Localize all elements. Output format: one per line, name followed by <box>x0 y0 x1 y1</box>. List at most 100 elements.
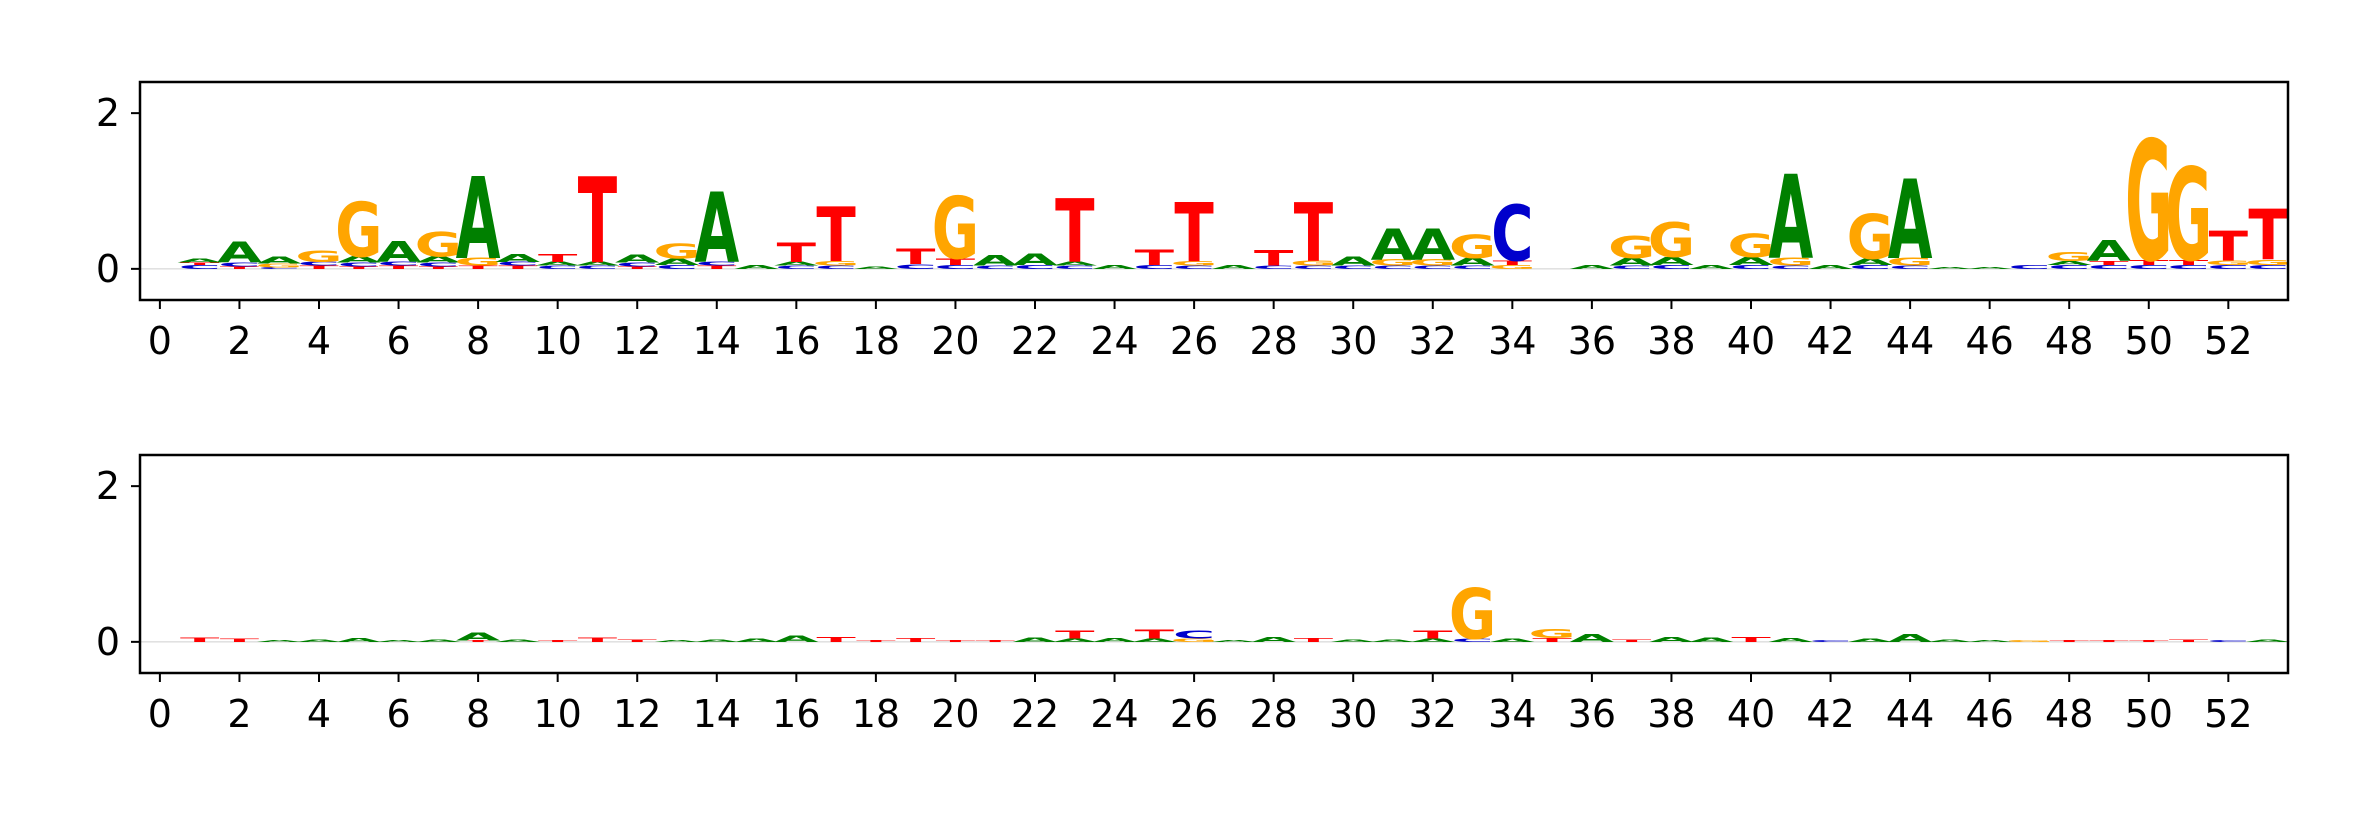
x-tick-label: 34 <box>1488 692 1536 736</box>
x-tick-label: 32 <box>1409 692 1457 736</box>
logo-letter-C-pos-41: C <box>1770 265 1812 270</box>
logo-letter-A-pos-6: A <box>376 640 421 643</box>
x-tick-label: 32 <box>1409 319 1457 363</box>
logo-letter-C-pos-4: C <box>298 261 340 267</box>
logo-letter-T-pos-5: T <box>339 266 379 270</box>
logo-letter-C-pos-19: C <box>894 263 936 270</box>
x-tick-label: 4 <box>307 319 331 363</box>
logo-letter-C-pos-28: C <box>1252 265 1294 270</box>
logo-letter-G-pos-20: G <box>932 180 979 280</box>
x-tick-label: 20 <box>931 692 979 736</box>
x-tick-label: 22 <box>1011 319 1059 363</box>
logo-letter-T-pos-12: T <box>618 266 658 270</box>
logo-letter-C-pos-50: C <box>2128 264 2170 270</box>
x-tick-label: 44 <box>1886 319 1934 363</box>
logo-letter-G-pos-7: G <box>415 225 462 265</box>
logo-letter-G-pos-31: G <box>1369 258 1416 268</box>
logo-letter-G-pos-5: G <box>335 187 382 274</box>
logo-letter-T-pos-48: T <box>2050 640 2090 643</box>
x-tick-label: 10 <box>533 692 581 736</box>
logo-letter-A-pos-45: A <box>1928 639 1973 643</box>
x-tick-label: 42 <box>1806 319 1854 363</box>
logo-letter-T-pos-19: T <box>896 637 935 643</box>
logo-letter-T-pos-50: T <box>2129 258 2168 267</box>
logo-letter-A-pos-41: A <box>1768 637 1813 643</box>
logo-letter-A-pos-9: A <box>496 252 541 265</box>
x-tick-label: 18 <box>852 692 900 736</box>
logo-letter-G-pos-3: G <box>256 262 303 268</box>
logo-letter-A-pos-33: A <box>1450 256 1495 269</box>
logo-letter-A-pos-22: A <box>1013 636 1058 643</box>
logo-letter-A-pos-5: A <box>336 637 381 643</box>
x-tick-label: 30 <box>1329 692 1377 736</box>
logo-letter-C-pos-17: C <box>815 265 857 270</box>
logo-letter-A-pos-7: A <box>416 639 461 643</box>
logo-letter-T-pos-23: T <box>1055 182 1095 283</box>
logo-letter-A-pos-3: A <box>257 255 302 266</box>
logo-letter-A-pos-13: A <box>655 257 700 267</box>
logo-letter-C-pos-37: C <box>1610 265 1652 270</box>
x-tick-label: 2 <box>227 319 251 363</box>
logo-letter-A-pos-5: A <box>336 255 381 265</box>
logo-letter-T-pos-1: T <box>180 262 220 266</box>
logo-letter-T-pos-49: T <box>2089 260 2128 266</box>
logo-letter-A-pos-36: A <box>1570 632 1615 645</box>
logo-letter-A-pos-24: A <box>1092 637 1137 643</box>
logo-letter-C-pos-22: C <box>1014 264 1056 270</box>
logo-letter-G-pos-33: G <box>1449 576 1496 656</box>
logo-letter-G-pos-41: G <box>1767 256 1814 269</box>
logo-letter-T-pos-11: T <box>578 636 617 643</box>
logo-letter-T-pos-40: T <box>1731 635 1770 644</box>
y-tick-label: 0 <box>96 620 120 664</box>
x-tick-label: 8 <box>466 319 490 363</box>
logo-letter-A-pos-40: A <box>1729 255 1774 268</box>
y-tick-label: 2 <box>96 91 120 135</box>
x-tick-label: 14 <box>693 319 741 363</box>
logo-letter-C-pos-38: C <box>1650 264 1692 270</box>
logo-letter-A-pos-32: A <box>1410 220 1455 270</box>
logo-letter-C-pos-20: C <box>934 264 976 270</box>
x-tick-label: 40 <box>1727 319 1775 363</box>
logo-letter-A-pos-49: A <box>2087 235 2133 268</box>
logo-letter-G-pos-48: G <box>2046 249 2093 264</box>
x-tick-label: 16 <box>772 319 820 363</box>
logo-letter-G-pos-32: G <box>1409 258 1456 268</box>
x-tick-label: 36 <box>1568 319 1616 363</box>
logo-letter-T-pos-49: T <box>2089 640 2129 643</box>
x-tick-label: 26 <box>1170 319 1218 363</box>
logo-letter-A-pos-21: A <box>973 253 1018 269</box>
logo-letter-C-pos-7: C <box>417 262 459 268</box>
logo-letter-C-pos-44: C <box>1889 265 1931 270</box>
logo-letter-T-pos-37: T <box>1612 639 1652 643</box>
logo-letter-T-pos-28: T <box>1254 247 1294 272</box>
logo-letter-T-pos-2: T <box>220 266 260 270</box>
logo-letter-T-pos-26: T <box>1174 186 1213 280</box>
logo-letter-T-pos-18: T <box>856 640 896 643</box>
y-tick-label: 0 <box>96 247 120 291</box>
logo-letter-A-pos-9: A <box>496 639 541 643</box>
logo-letter-G-pos-29: G <box>1290 259 1337 268</box>
x-tick-label: 24 <box>1090 319 1138 363</box>
logo-letter-T-pos-6: T <box>379 265 418 270</box>
logo-letter-A-pos-4: A <box>297 639 342 643</box>
logo-letter-A-pos-1: A <box>177 258 222 264</box>
logo-letter-A-pos-22: A <box>1013 250 1058 269</box>
x-tick-label: 10 <box>533 319 581 363</box>
x-tick-label: 24 <box>1090 692 1138 736</box>
logo-letter-C-pos-51: C <box>2167 264 2209 270</box>
logo-letter-C-pos-40: C <box>1730 264 1772 270</box>
x-tick-label: 52 <box>2204 692 2252 736</box>
logo-letter-C-pos-12: C <box>616 262 658 268</box>
logo-letter-C-pos-10: C <box>536 265 578 270</box>
logo-letter-A-pos-6: A <box>376 235 422 268</box>
logo-letter-A-pos-36: A <box>1570 264 1615 270</box>
x-tick-label: 12 <box>613 319 661 363</box>
logo-letter-A-pos-16: A <box>774 634 819 644</box>
logo-letter-C-pos-3: C <box>258 267 300 270</box>
logo-letter-T-pos-20: T <box>936 257 975 267</box>
logo-letter-A-pos-46: A <box>1967 267 2012 270</box>
logo-letter-A-pos-7: A <box>416 255 461 265</box>
logo-letter-C-pos-42: C <box>1809 640 1851 643</box>
